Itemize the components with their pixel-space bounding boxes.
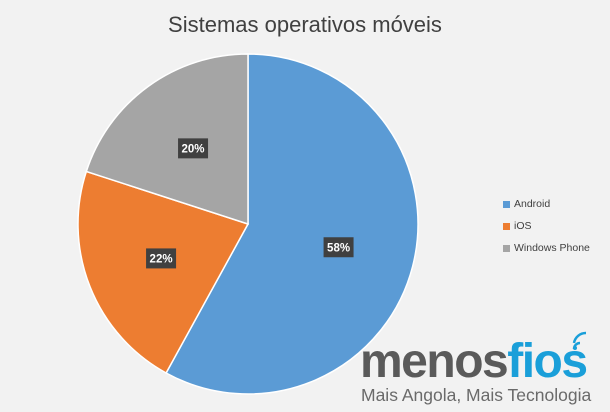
data-label-android: 58% [323, 237, 354, 258]
data-label-box [323, 237, 354, 258]
data-label-windows-phone: 20% [178, 138, 209, 159]
data-label-text: 20% [182, 143, 205, 155]
legend-swatch-ios [503, 222, 510, 230]
wifi-signal-icon [572, 331, 587, 350]
watermark-word-menos: menos [360, 335, 509, 388]
legend: Android iOS Windows Phone [503, 193, 590, 259]
legend-swatch-windows-phone [503, 244, 510, 252]
legend-label-windows-phone: Windows Phone [514, 242, 590, 254]
pie-slice-ios [77, 170, 250, 374]
data-label-box [146, 248, 177, 269]
data-label-ios: 22% [146, 248, 177, 269]
data-label-text: 58% [327, 242, 350, 254]
chart-title: Sistemas operativos móveis [168, 12, 442, 37]
watermark-logo: menosfios Mais Angola, Mais Tecnologia [358, 331, 608, 412]
watermark-wordmark: menosfios [360, 335, 588, 388]
watermark-tagline: Mais Angola, Mais Tecnologia [361, 385, 592, 405]
data-label-box [178, 138, 209, 159]
pie-slice-android [165, 53, 419, 395]
legend-label-android: Android [514, 198, 551, 210]
legend-item-windows-phone: Windows Phone [503, 237, 590, 259]
pie-slice-windows-phone [85, 53, 249, 226]
data-label-text: 22% [150, 253, 173, 265]
legend-item-android: Android [503, 193, 590, 215]
legend-item-ios: iOS [503, 215, 590, 237]
legend-swatch-android [503, 200, 510, 208]
legend-label-ios: iOS [514, 220, 532, 232]
